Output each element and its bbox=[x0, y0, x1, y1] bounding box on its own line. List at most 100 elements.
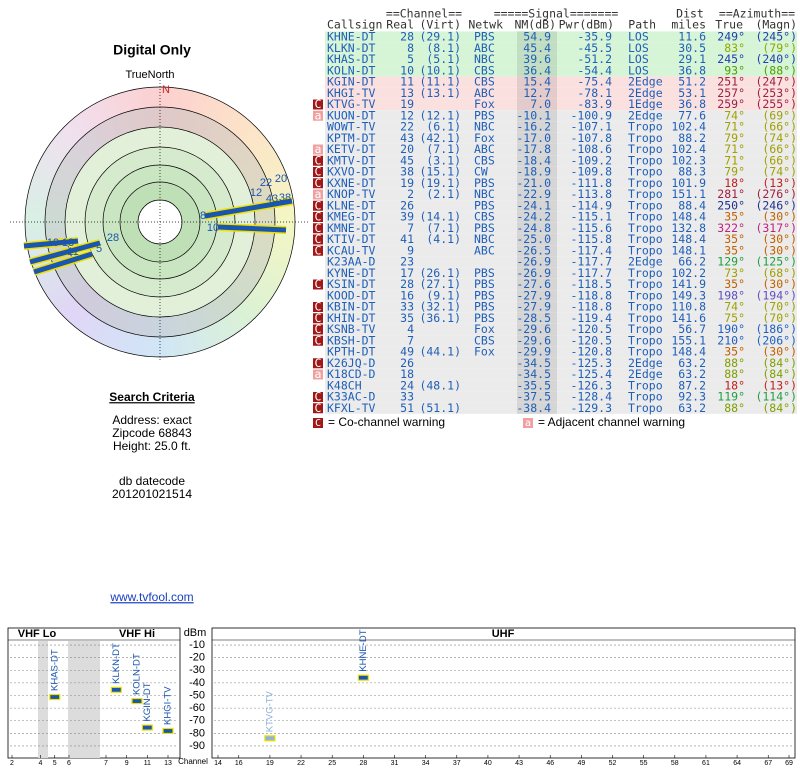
x-tick-label: 22 bbox=[297, 760, 305, 767]
cell-path: Tropo bbox=[628, 210, 663, 224]
station-marker bbox=[162, 727, 174, 735]
cell-netwk: CW bbox=[474, 165, 488, 179]
cell-magn: (66°) bbox=[762, 153, 797, 167]
cell-nm: -29.6 bbox=[516, 333, 551, 347]
y-tick-label: -40 bbox=[189, 677, 205, 689]
cell-pwr: -126.3 bbox=[570, 378, 612, 392]
cell-dist: 102.4 bbox=[671, 120, 706, 134]
cell-true: 249° bbox=[717, 30, 745, 44]
cell-magn: (253°) bbox=[755, 86, 797, 100]
cell-path: Tropo bbox=[628, 131, 663, 145]
row-background bbox=[325, 31, 797, 43]
cell-dist: 53.1 bbox=[678, 86, 706, 100]
x-tick-label: 40 bbox=[484, 760, 492, 767]
cell-virt: (32.1) bbox=[419, 300, 461, 314]
x-tick-label: 34 bbox=[422, 760, 430, 767]
cell-path: Tropo bbox=[628, 311, 663, 325]
cell-true: 74° bbox=[724, 108, 745, 122]
row-background bbox=[325, 87, 797, 99]
cell-magn: (68°) bbox=[762, 266, 797, 280]
row-background bbox=[325, 278, 797, 291]
legend-marker: C bbox=[315, 418, 321, 429]
spectrum-chart: -10-20-30-40-50-60-70-80-90 dBm Channel VHF… bbox=[7, 627, 796, 767]
cell-magn: (114°) bbox=[755, 390, 797, 404]
warning-box bbox=[313, 110, 323, 121]
row-background bbox=[325, 323, 797, 336]
cell-magn: (70°) bbox=[762, 300, 797, 314]
cell-virt: (15.1) bbox=[419, 165, 461, 179]
column-header: Netwk bbox=[468, 18, 503, 32]
cell-magn: (276°) bbox=[755, 187, 797, 201]
cell-pwr: -115.6 bbox=[570, 221, 612, 235]
y-tick-label: -80 bbox=[189, 727, 205, 739]
cell-path: 2Edge bbox=[628, 356, 663, 370]
cell-magn: (125°) bbox=[755, 255, 797, 269]
cell-true: 190° bbox=[717, 322, 745, 336]
nm-column-shade bbox=[517, 323, 557, 336]
column-header: Real bbox=[386, 18, 414, 32]
cell-nm: -10.1 bbox=[516, 108, 551, 122]
cell-true: 18° bbox=[724, 378, 745, 392]
cell-real: 10 bbox=[400, 63, 414, 77]
site-link[interactable]: www.tvfool.com bbox=[109, 590, 193, 604]
cell-netwk: PBS bbox=[474, 311, 495, 325]
polar-label: 11 bbox=[67, 246, 78, 258]
y-tick-label: -90 bbox=[189, 740, 205, 752]
cell-true: 79° bbox=[724, 165, 745, 179]
cell-true: 35° bbox=[724, 345, 745, 359]
polar-label: 38 bbox=[279, 192, 291, 204]
y-tick-label: -70 bbox=[189, 715, 205, 727]
row-background bbox=[325, 267, 797, 279]
x-tick-label: 13 bbox=[164, 760, 172, 767]
nm-column-shade bbox=[517, 211, 557, 223]
cell-real: 24 bbox=[400, 378, 414, 392]
cell-nm: -25.0 bbox=[516, 232, 551, 246]
row-background bbox=[325, 256, 797, 268]
polar-label: 28 bbox=[107, 232, 119, 244]
cell-true: 35° bbox=[724, 210, 745, 224]
cell-netwk: NBC bbox=[474, 187, 495, 201]
warning-box bbox=[313, 155, 323, 166]
cell-dist: 29.1 bbox=[678, 52, 706, 66]
group-header: ==Azimuth== bbox=[719, 7, 795, 21]
warning-marker: a bbox=[315, 187, 322, 201]
nm-column-shade bbox=[517, 42, 557, 54]
cell-path: Tropo bbox=[628, 243, 663, 257]
cell-real: 20 bbox=[400, 142, 414, 156]
x-tick-label: 28 bbox=[359, 760, 367, 767]
cell-dist: 88.2 bbox=[678, 131, 706, 145]
nm-column-shade bbox=[517, 222, 557, 234]
cell-real: 19 bbox=[400, 176, 414, 190]
cell-netwk: CBS bbox=[474, 63, 495, 77]
cell-pwr: -115.1 bbox=[570, 210, 612, 224]
bar bbox=[23, 238, 79, 249]
warning-box bbox=[313, 189, 323, 200]
cell-netwk: NBC bbox=[474, 120, 495, 134]
cell-netwk: Fox bbox=[474, 322, 495, 336]
cell-true: 250° bbox=[717, 198, 745, 212]
cell-dist: 141.9 bbox=[671, 277, 706, 291]
warning-box bbox=[313, 392, 323, 402]
row-background bbox=[325, 177, 797, 189]
cell-path: Tropo bbox=[628, 390, 663, 404]
cell-path: LOS bbox=[628, 30, 649, 44]
cell-pwr: -113.8 bbox=[570, 187, 612, 201]
cell-netwk: NBC bbox=[474, 52, 495, 66]
warning-box bbox=[313, 167, 323, 177]
cell-real: 39 bbox=[400, 210, 414, 224]
y-tick-label: -10 bbox=[189, 639, 205, 651]
cell-callsign: KOLN-DT bbox=[327, 63, 376, 77]
row-background bbox=[325, 211, 797, 223]
cell-pwr: -54.4 bbox=[577, 63, 612, 77]
cell-netwk: Fox bbox=[474, 345, 495, 359]
panel bbox=[211, 627, 796, 759]
cell-real: 13 bbox=[400, 86, 414, 100]
cell-pwr: -109.8 bbox=[570, 165, 612, 179]
row-background bbox=[325, 233, 797, 246]
warning-marker: C bbox=[315, 176, 322, 190]
nm-column-shade bbox=[517, 380, 557, 392]
cell-dist: 63.2 bbox=[678, 401, 706, 415]
datecode: 201201021514 bbox=[112, 487, 192, 501]
cell-true: 35° bbox=[724, 243, 745, 257]
station-table: ==Channel== =====Signal======= Dist ==Azimu… bbox=[313, 7, 797, 415]
